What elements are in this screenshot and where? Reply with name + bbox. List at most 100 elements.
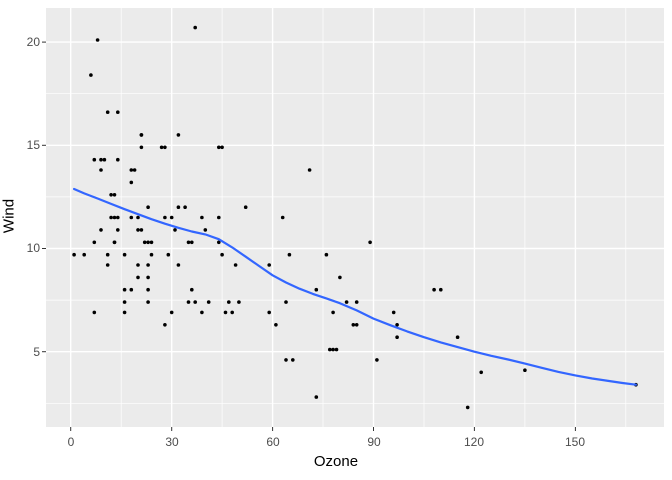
data-point	[206, 300, 211, 304]
data-point	[82, 252, 86, 257]
data-point	[338, 275, 342, 280]
data-point	[149, 252, 154, 257]
data-point	[331, 310, 335, 315]
data-point	[368, 240, 372, 245]
data-point	[432, 287, 436, 292]
data-point	[116, 228, 120, 232]
data-point	[190, 287, 194, 292]
data-point	[307, 168, 312, 172]
data-point	[166, 252, 171, 257]
x-tick-label: 150	[564, 435, 586, 449]
y-axis-title: Wind	[0, 198, 18, 234]
data-point	[129, 287, 134, 292]
data-point	[99, 228, 103, 232]
data-point	[193, 300, 197, 304]
data-point	[439, 287, 443, 292]
data-point	[102, 157, 107, 162]
data-point	[395, 323, 399, 327]
data-point	[109, 215, 113, 220]
smooth-line	[73, 187, 637, 386]
data-point	[354, 300, 359, 304]
data-point	[237, 300, 241, 304]
data-point	[284, 300, 288, 304]
data-point	[217, 215, 221, 220]
data-point	[455, 335, 460, 340]
data-point	[274, 323, 278, 327]
data-point	[99, 157, 103, 162]
data-point	[136, 263, 140, 267]
data-point	[163, 215, 167, 220]
x-axis-title: Ozone	[313, 453, 359, 470]
data-point	[284, 358, 288, 362]
data-point	[139, 228, 144, 232]
data-point	[176, 205, 181, 209]
data-point	[280, 215, 285, 220]
data-point	[169, 310, 174, 315]
data-point	[109, 193, 113, 197]
data-point	[129, 180, 134, 185]
data-point	[92, 240, 97, 245]
data-point	[149, 240, 154, 245]
data-point	[112, 193, 117, 197]
data-point	[146, 263, 150, 267]
data-point	[136, 228, 140, 232]
y-tick-label: 10	[26, 241, 40, 255]
data-point	[132, 168, 137, 172]
data-point	[190, 240, 194, 245]
data-point	[243, 205, 248, 209]
data-point	[186, 240, 191, 245]
data-point	[395, 335, 399, 340]
data-point	[523, 368, 527, 373]
data-point	[354, 323, 359, 327]
data-point	[217, 240, 221, 245]
data-point	[267, 310, 272, 315]
data-point	[122, 252, 127, 257]
data-point	[334, 347, 339, 352]
data-point	[136, 215, 140, 220]
y-tick-label: 5	[33, 345, 40, 359]
data-point	[344, 300, 349, 304]
data-point	[116, 157, 120, 162]
data-point	[116, 215, 120, 220]
data-point	[176, 263, 181, 267]
data-point	[186, 300, 191, 304]
data-point	[223, 310, 228, 315]
data-point	[139, 133, 144, 137]
data-point	[105, 263, 110, 267]
data-point	[267, 263, 272, 267]
data-point	[122, 300, 127, 304]
data-point	[129, 215, 134, 220]
data-point	[217, 145, 221, 150]
data-point	[169, 215, 174, 220]
data-point	[173, 228, 177, 232]
data-point	[193, 25, 197, 30]
data-point	[314, 395, 319, 399]
data-point	[291, 358, 295, 362]
data-point	[105, 110, 110, 114]
data-point	[142, 240, 147, 245]
data-point	[129, 168, 134, 172]
data-point	[112, 240, 117, 245]
data-point	[163, 323, 167, 327]
data-point	[230, 310, 234, 315]
data-point	[72, 252, 76, 257]
data-point	[233, 263, 238, 267]
data-point	[200, 215, 204, 220]
x-tick-label: 60	[266, 435, 280, 449]
y-tick-label: 15	[26, 138, 40, 152]
data-point	[136, 275, 140, 280]
x-tick-label: 90	[367, 435, 381, 449]
data-point	[176, 133, 181, 137]
data-point	[139, 145, 144, 150]
data-point	[146, 300, 150, 304]
data-point	[287, 252, 292, 257]
data-point	[465, 405, 470, 410]
data-point	[163, 145, 167, 150]
x-tick-label: 30	[165, 435, 179, 449]
data-point	[99, 168, 103, 172]
data-point	[314, 287, 319, 292]
data-point	[328, 347, 332, 352]
y-tick-label: 20	[26, 35, 40, 49]
